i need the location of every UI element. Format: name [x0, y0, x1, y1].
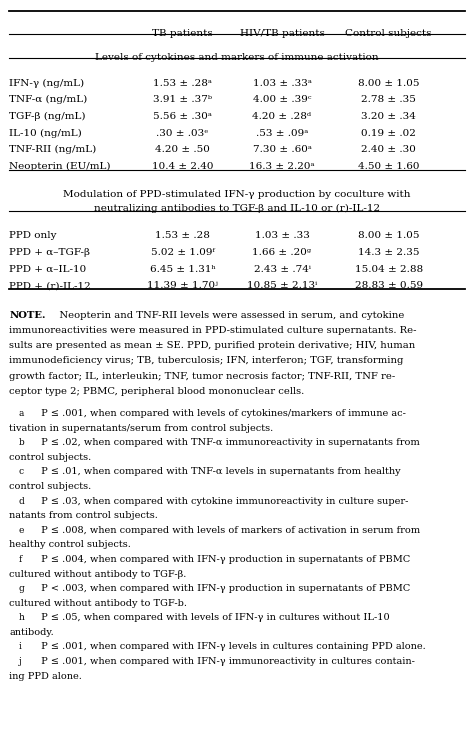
- Text: P ≤ .001, when compared with IFN-γ immunoreactivity in cultures contain-: P ≤ .001, when compared with IFN-γ immun…: [38, 657, 415, 666]
- Text: Neopterin and TNF-RII levels were assessed in serum, and cytokine: Neopterin and TNF-RII levels were assess…: [50, 311, 404, 320]
- Text: 5.02 ± 1.09ᶠ: 5.02 ± 1.09ᶠ: [151, 248, 214, 257]
- Text: b: b: [19, 438, 25, 447]
- Text: 4.20 ± .28ᵈ: 4.20 ± .28ᵈ: [253, 112, 311, 121]
- Text: 11.39 ± 1.70ʲ: 11.39 ± 1.70ʲ: [147, 282, 218, 291]
- Text: natants from control subjects.: natants from control subjects.: [9, 512, 158, 521]
- Text: cultured without antibody to TGF-b.: cultured without antibody to TGF-b.: [9, 598, 188, 607]
- Text: Levels of cytokines and markers of immune activation: Levels of cytokines and markers of immun…: [95, 53, 379, 62]
- Text: 14.3 ± 2.35: 14.3 ± 2.35: [358, 248, 419, 257]
- Text: healthy control subjects.: healthy control subjects.: [9, 540, 131, 550]
- Text: c: c: [19, 467, 24, 476]
- Text: PPD + α–TGF-β: PPD + α–TGF-β: [9, 248, 91, 257]
- Text: 1.53 ± .28ᵃ: 1.53 ± .28ᵃ: [153, 79, 212, 88]
- Text: ceptor type 2; PBMC, peripheral blood mononuclear cells.: ceptor type 2; PBMC, peripheral blood mo…: [9, 387, 305, 396]
- Text: 28.83 ± 0.59: 28.83 ± 0.59: [355, 282, 423, 291]
- Text: IL-10 (ng/mL): IL-10 (ng/mL): [9, 129, 82, 138]
- Text: 1.03 ± .33ᵃ: 1.03 ± .33ᵃ: [253, 79, 311, 88]
- Text: PPD + (r)-IL-12: PPD + (r)-IL-12: [9, 282, 91, 291]
- Text: 0.19 ± .02: 0.19 ± .02: [361, 129, 416, 138]
- Text: P ≤ .03, when compared with cytokine immunoreactivity in culture super-: P ≤ .03, when compared with cytokine imm…: [38, 497, 408, 506]
- Text: 2.40 ± .30: 2.40 ± .30: [361, 145, 416, 154]
- Text: PPD only: PPD only: [9, 231, 57, 240]
- Text: 10.4 ± 2.40: 10.4 ± 2.40: [152, 162, 213, 171]
- Text: TB patients: TB patients: [152, 28, 213, 37]
- Text: 3.91 ± .37ᵇ: 3.91 ± .37ᵇ: [153, 95, 212, 104]
- Text: TNF-RII (ng/mL): TNF-RII (ng/mL): [9, 145, 97, 154]
- Text: P ≤ .02, when compared with TNF-α immunoreactivity in supernatants from: P ≤ .02, when compared with TNF-α immuno…: [38, 438, 419, 447]
- Text: 8.00 ± 1.05: 8.00 ± 1.05: [358, 231, 419, 240]
- Text: 6.45 ± 1.31ʰ: 6.45 ± 1.31ʰ: [150, 264, 215, 273]
- Text: h: h: [19, 613, 25, 622]
- Text: immunodeficiency virus; TB, tuberculosis; IFN, interferon; TGF, transforming: immunodeficiency virus; TB, tuberculosis…: [9, 357, 404, 366]
- Text: 15.04 ± 2.88: 15.04 ± 2.88: [355, 264, 423, 273]
- Text: 4.20 ± .50: 4.20 ± .50: [155, 145, 210, 154]
- Text: .53 ± .09ᵃ: .53 ± .09ᵃ: [256, 129, 308, 138]
- Text: control subjects.: control subjects.: [9, 482, 92, 491]
- Text: 2.78 ± .35: 2.78 ± .35: [361, 95, 416, 104]
- Text: f: f: [19, 555, 22, 564]
- Text: tivation in supernatants/serum from control subjects.: tivation in supernatants/serum from cont…: [9, 424, 273, 433]
- Text: PPD + α–IL-10: PPD + α–IL-10: [9, 264, 87, 273]
- Text: 10.85 ± 2.13ⁱ: 10.85 ± 2.13ⁱ: [247, 282, 317, 291]
- Text: 7.30 ± .60ᵃ: 7.30 ± .60ᵃ: [253, 145, 311, 154]
- Text: P ≤ .01, when compared with TNF-α levels in supernatants from healthy: P ≤ .01, when compared with TNF-α levels…: [38, 467, 401, 476]
- Text: P ≤ .05, when compared with levels of IFN-γ in cultures without IL-10: P ≤ .05, when compared with levels of IF…: [38, 613, 390, 622]
- Text: P ≤ .001, when compared with IFN-γ levels in cultures containing PPD alone.: P ≤ .001, when compared with IFN-γ level…: [38, 643, 426, 652]
- Text: P ≤ .001, when compared with levels of cytokines/markers of immune ac-: P ≤ .001, when compared with levels of c…: [38, 409, 406, 418]
- Text: a: a: [19, 409, 24, 418]
- Text: Control subjects: Control subjects: [346, 28, 432, 37]
- Text: antibody.: antibody.: [9, 628, 54, 637]
- Text: Neopterin (EU/mL): Neopterin (EU/mL): [9, 162, 111, 171]
- Text: sults are presented as mean ± SE. PPD, purified protein derivative; HIV, human: sults are presented as mean ± SE. PPD, p…: [9, 341, 416, 350]
- Text: NOTE.: NOTE.: [9, 311, 46, 320]
- Text: ing PPD alone.: ing PPD alone.: [9, 672, 82, 681]
- Text: 2.43 ± .74ⁱ: 2.43 ± .74ⁱ: [254, 264, 310, 273]
- Text: 4.50 ± 1.60: 4.50 ± 1.60: [358, 162, 419, 171]
- Text: Modulation of PPD-stimulated IFN-γ production by coculture with: Modulation of PPD-stimulated IFN-γ produ…: [63, 189, 411, 198]
- Text: P ≤ .008, when compared with levels of markers of activation in serum from: P ≤ .008, when compared with levels of m…: [38, 526, 420, 535]
- Text: 8.00 ± 1.05: 8.00 ± 1.05: [358, 79, 419, 88]
- Text: HIV/TB patients: HIV/TB patients: [239, 28, 325, 37]
- Text: d: d: [19, 497, 25, 506]
- Text: .30 ± .03ᵉ: .30 ± .03ᵉ: [156, 129, 209, 138]
- Text: 3.20 ± .34: 3.20 ± .34: [361, 112, 416, 121]
- Text: P ≤ .004, when compared with IFN-γ production in supernatants of PBMC: P ≤ .004, when compared with IFN-γ produ…: [38, 555, 410, 564]
- Text: TGF-β (ng/mL): TGF-β (ng/mL): [9, 112, 86, 121]
- Text: immunoreactivities were measured in PPD-stimulated culture supernatants. Re-: immunoreactivities were measured in PPD-…: [9, 326, 417, 335]
- Text: j: j: [19, 657, 22, 666]
- Text: 1.53 ± .28: 1.53 ± .28: [155, 231, 210, 240]
- Text: neutralizing antibodies to TGF-β and IL-10 or (r)-IL-12: neutralizing antibodies to TGF-β and IL-…: [94, 204, 380, 213]
- Text: g: g: [19, 584, 25, 593]
- Text: cultured without antibody to TGF-β.: cultured without antibody to TGF-β.: [9, 569, 187, 578]
- Text: IFN-γ (ng/mL): IFN-γ (ng/mL): [9, 79, 84, 88]
- Text: 5.56 ± .30ᵃ: 5.56 ± .30ᵃ: [153, 112, 212, 121]
- Text: 4.00 ± .39ᶜ: 4.00 ± .39ᶜ: [253, 95, 311, 104]
- Text: P < .003, when compared with IFN-γ production in supernatants of PBMC: P < .003, when compared with IFN-γ produ…: [38, 584, 410, 593]
- Text: 16.3 ± 2.20ᵃ: 16.3 ± 2.20ᵃ: [249, 162, 315, 171]
- Text: 1.03 ± .33: 1.03 ± .33: [255, 231, 310, 240]
- Text: 1.66 ± .20ᵍ: 1.66 ± .20ᵍ: [253, 248, 311, 257]
- Text: i: i: [19, 643, 22, 652]
- Text: e: e: [19, 526, 24, 535]
- Text: control subjects.: control subjects.: [9, 453, 92, 462]
- Text: TNF-α (ng/mL): TNF-α (ng/mL): [9, 95, 88, 104]
- Text: growth factor; IL, interleukin; TNF, tumor necrosis factor; TNF-RII, TNF re-: growth factor; IL, interleukin; TNF, tum…: [9, 372, 396, 380]
